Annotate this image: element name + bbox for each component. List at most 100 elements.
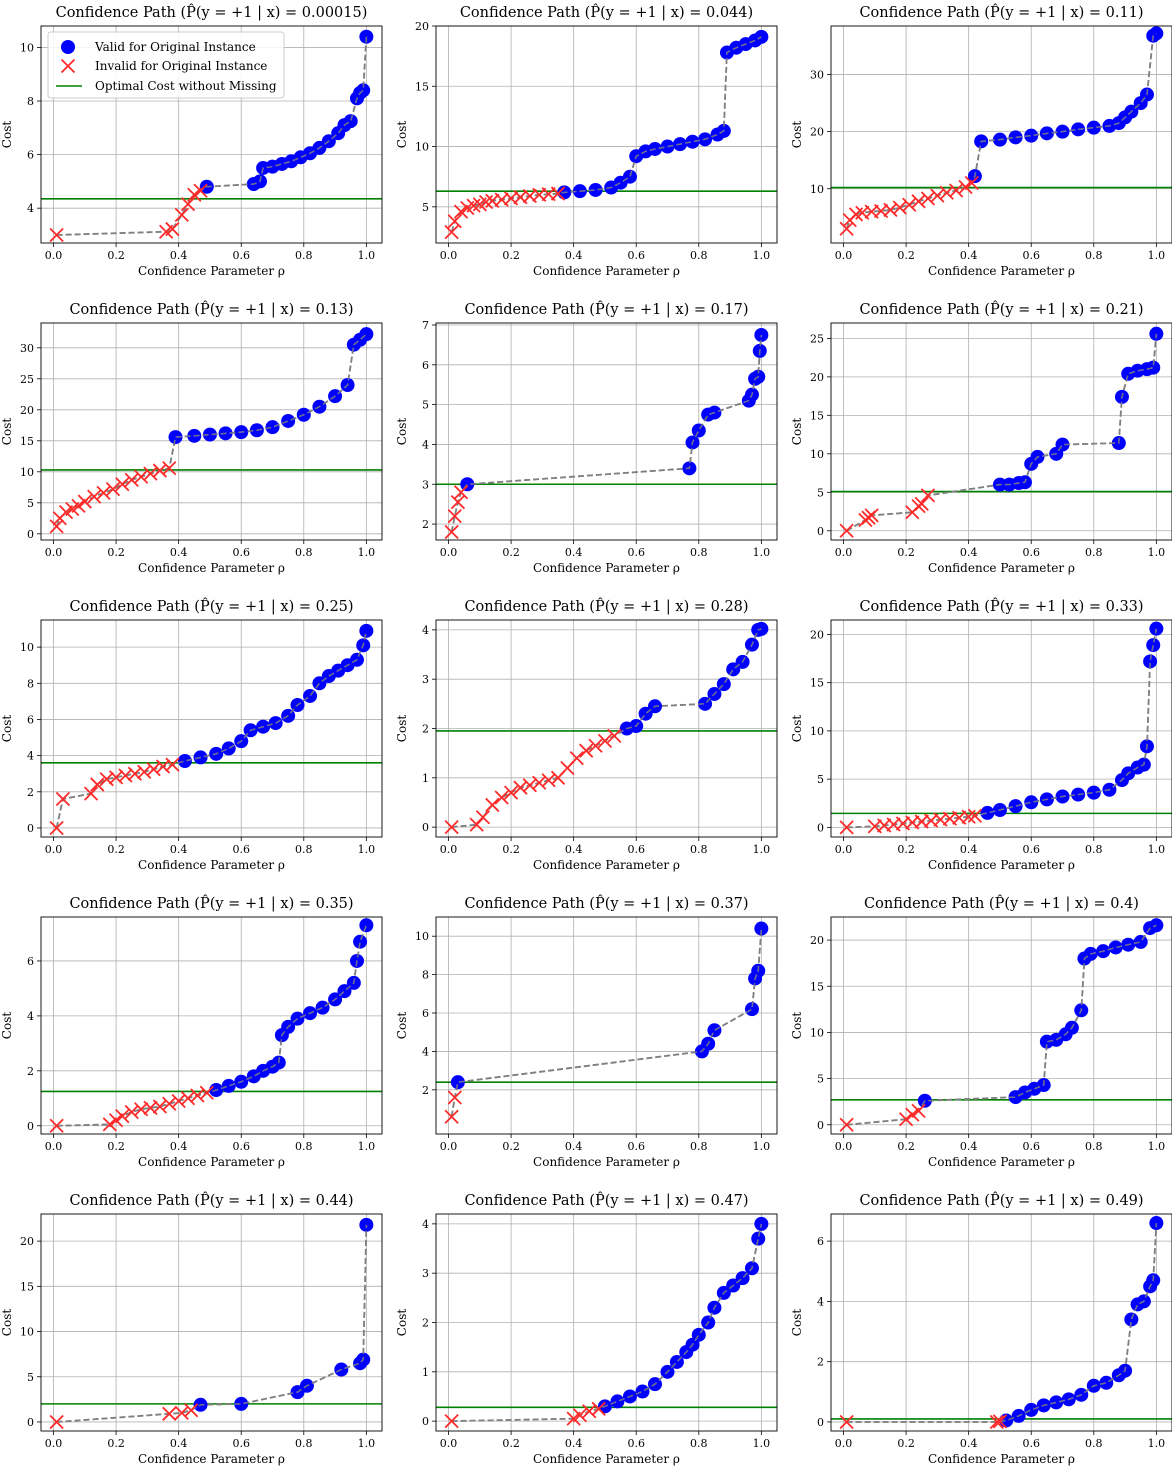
chart-6-invalid-point-6 <box>914 496 929 511</box>
chart-3-invalid-point-0 <box>839 221 854 236</box>
chart-14-ytick-label-4: 4 <box>422 1218 429 1231</box>
chart-3-xtick-label-0: 0.0 <box>835 249 853 262</box>
chart-9-xlabel: Confidence Parameter ρ <box>928 858 1075 872</box>
chart-13-invalid-point-1 <box>162 1406 177 1421</box>
chart-14-valid-point-3 <box>635 1384 650 1399</box>
legend-invalid-label: Invalid for Original Instance <box>95 59 267 73</box>
chart-1-xtick-label-4: 0.8 <box>295 249 313 262</box>
chart-2-ytick-label-2: 15 <box>415 80 429 93</box>
chart-14-title: Confidence Path (P̂(y = +1 | x) = 0.47) <box>464 1191 748 1209</box>
chart-12-xtick-label-0: 0.0 <box>835 1140 853 1153</box>
chart-5-ylabel: Cost <box>395 418 409 446</box>
chart-15-invalid-point-2 <box>992 1414 1008 1429</box>
chart-10-xtick-label-1: 0.2 <box>107 1140 125 1153</box>
chart-2-ytick-label-3: 20 <box>415 20 429 33</box>
chart-1-axes-frame <box>40 25 383 244</box>
chart-12-xtick-label-3: 0.6 <box>1022 1140 1040 1153</box>
chart-14-confidence-path-overlay <box>451 1223 763 1422</box>
chart-13-xtick-label-5: 1.0 <box>358 1437 376 1450</box>
chart-10-invalid-point-0 <box>49 1118 64 1133</box>
chart-5-xlabel: Confidence Parameter ρ <box>533 561 680 575</box>
chart-4-invalid-point-13 <box>152 463 168 478</box>
chart-3-valid-point-7 <box>1071 122 1086 137</box>
chart-2-xtick-label-5: 1.0 <box>753 249 771 262</box>
chart-4-valid-point-6 <box>265 420 280 435</box>
chart-12-ytick-label-4: 20 <box>810 934 824 947</box>
chart-5-xtick-label-3: 0.6 <box>627 546 645 559</box>
chart-7-valid-point-17 <box>359 623 374 638</box>
chart-10-invalid-point-1 <box>102 1117 117 1132</box>
chart-8-ylabel: Cost <box>395 715 409 743</box>
chart-8-confidence-path <box>451 628 762 828</box>
chart-11-ytick-label-2: 6 <box>422 1007 429 1020</box>
chart-4-valid-point-0 <box>168 430 183 445</box>
chart-4-xtick-label-1: 0.2 <box>107 546 125 559</box>
chart-15-xlabel: Confidence Parameter ρ <box>928 1452 1075 1466</box>
chart-7-invalid-point-1 <box>55 791 71 807</box>
chart-5-ytick-label-2: 4 <box>422 438 429 451</box>
chart-9-invalid-point-11 <box>961 809 976 824</box>
chart-8-invalid-point-15 <box>597 733 613 748</box>
chart-2-invalid-point-14 <box>550 186 566 201</box>
chart-4-xlabel: Confidence Parameter ρ <box>138 561 285 575</box>
chart-6: 0.0 0.2 0.4 0.6 0.8 1.0 0 5 10 15 20 25 Confidence P… <box>790 300 1172 575</box>
chart-14-xtick-label-2: 0.4 <box>565 1437 583 1450</box>
chart-5-ytick-label-3: 5 <box>422 399 429 412</box>
chart-12-ytick-label-0: 0 <box>817 1119 824 1132</box>
chart-10-xtick-label-5: 1.0 <box>358 1140 376 1153</box>
chart-8-ytick-label-4: 4 <box>422 624 429 637</box>
chart-7-ytick-label-3: 6 <box>27 713 34 726</box>
chart-4-xtick-label-4: 0.8 <box>295 546 313 559</box>
chart-5-ytick-label-5: 7 <box>422 319 429 332</box>
chart-14-valid-point-1 <box>610 1394 625 1409</box>
chart-11-xtick-label-3: 0.6 <box>627 1140 645 1153</box>
chart-6-invalid-point-0 <box>839 523 854 538</box>
chart-7-ytick-label-0: 0 <box>27 822 34 835</box>
legend: Valid for Original Instance Invalid for O… <box>47 31 285 99</box>
chart-1-invalid-point-2 <box>165 221 180 237</box>
chart-9: 0.0 0.2 0.4 0.6 0.8 1.0 0 5 10 15 20 Confidence Pat… <box>790 597 1172 872</box>
chart-9-invalid-point-0 <box>839 820 854 835</box>
chart-4-invalid-point-10 <box>124 472 139 487</box>
chart-8-invalid-point-14 <box>588 738 603 753</box>
chart-1-xtick-label-2: 0.4 <box>170 249 188 262</box>
chart-3-invalid-point-9 <box>911 194 926 209</box>
chart-2-xtick-label-1: 0.2 <box>502 249 520 262</box>
chart-9-valid-point-16 <box>1149 621 1164 636</box>
chart-15-valid-point-4 <box>1049 1395 1064 1410</box>
chart-13-invalid-point-0 <box>49 1414 64 1430</box>
chart-4-xtick-label-3: 0.6 <box>232 546 250 559</box>
chart-3-xtick-label-2: 0.4 <box>960 249 978 262</box>
chart-2-xtick-label-4: 0.8 <box>690 249 708 262</box>
chart-14-ytick-label-2: 2 <box>422 1317 429 1330</box>
chart-11-title: Confidence Path (P̂(y = +1 | x) = 0.37) <box>464 894 748 912</box>
chart-7-confidence-path <box>55 630 368 829</box>
chart-5-invalid-point-2 <box>450 495 466 510</box>
chart-10-invalid-point-11 <box>190 1088 205 1103</box>
chart-5-ytick-label-4: 6 <box>422 359 429 372</box>
chart-11-axes-frame <box>435 916 778 1135</box>
chart-4-valid-point-7 <box>281 413 296 428</box>
chart-6-ylabel: Cost <box>790 418 804 446</box>
chart-2: 0.0 0.2 0.4 0.6 0.8 1.0 5 10 15 20 Confidence Path… <box>395 3 778 278</box>
chart-15-xtick-label-0: 0.0 <box>835 1437 853 1450</box>
chart-15-ytick-label-2: 4 <box>817 1295 824 1308</box>
chart-5: 0.0 0.2 0.4 0.6 0.8 1.0 2 3 4 5 6 7 Confidence Path … <box>395 300 778 575</box>
chart-8-invalid-point-9 <box>541 773 556 788</box>
chart-6-xtick-label-5: 1.0 <box>1148 546 1166 559</box>
chart-15-ytick-label-3: 6 <box>817 1235 824 1248</box>
chart-7-xtick-label-3: 0.6 <box>232 843 250 856</box>
chart-2-valid-point-2 <box>588 182 603 197</box>
chart-1-invalid-point-6 <box>193 183 208 198</box>
chart-8-ytick-label-2: 2 <box>422 723 429 736</box>
chart-9-valid-point-2 <box>1008 799 1023 814</box>
chart-2-title: Confidence Path (P̂(y = +1 | x) = 0.044) <box>460 3 753 21</box>
chart-3-ytick-label-2: 30 <box>810 69 824 82</box>
chart-7-invalid-point-11 <box>165 757 180 772</box>
chart-6-xtick-label-0: 0.0 <box>835 546 853 559</box>
chart-12-invalid-point-3 <box>911 1103 926 1119</box>
chart-9-ylabel: Cost <box>790 715 804 743</box>
chart-6-invalid-point-3 <box>864 508 879 523</box>
chart-9-xtick-label-0: 0.0 <box>835 843 853 856</box>
